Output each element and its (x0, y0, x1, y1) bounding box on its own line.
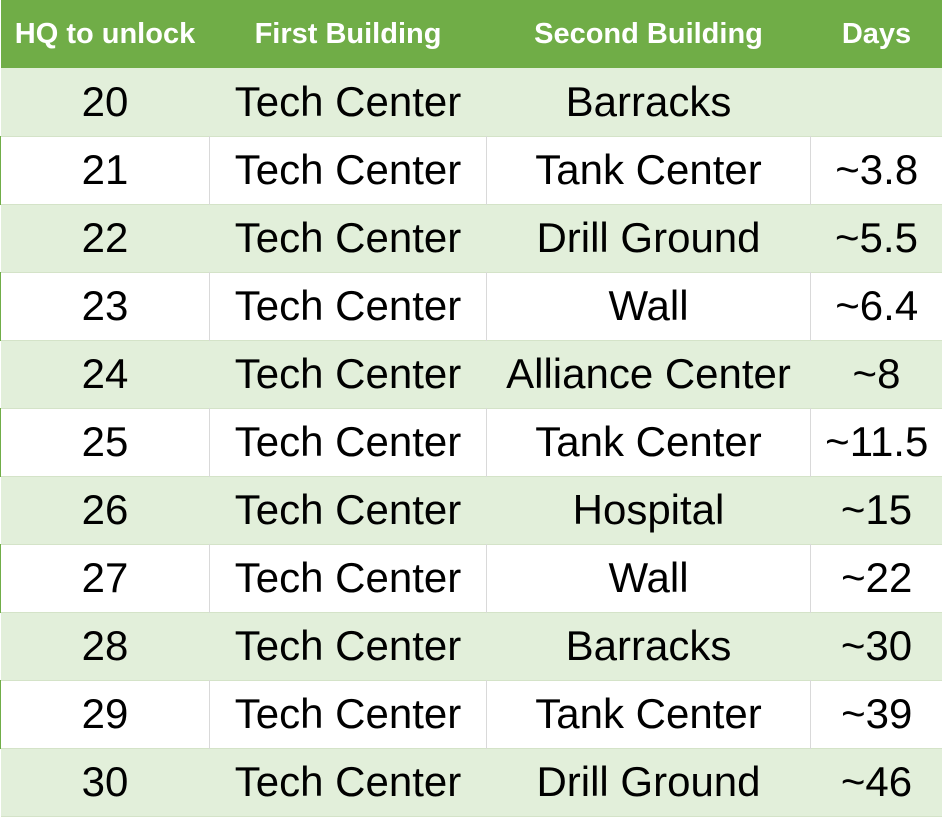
cell-second-building: Tank Center (486, 680, 811, 748)
table-row: 29 Tech Center Tank Center ~39 (0, 680, 942, 748)
cell-first-building: Tech Center (234, 758, 462, 805)
cell-second-building: Drill Ground (536, 214, 761, 261)
cell-first-building: Tech Center (234, 214, 462, 261)
cell-hq: 25 (0, 408, 210, 476)
cell-second-building: Tank Center (486, 408, 811, 476)
header-days: Days (841, 17, 912, 50)
cell-days: ~8 (852, 350, 901, 397)
cell-days: ~30 (840, 622, 913, 669)
cell-second-building: Wall (486, 544, 811, 612)
table-row: 22 Tech Center Drill Ground ~5.5 (0, 204, 942, 272)
cell-hq: 24 (81, 350, 129, 397)
table-row: 28 Tech Center Barracks ~30 (0, 612, 942, 680)
cell-hq: 28 (81, 622, 129, 669)
cell-hq: 26 (81, 486, 129, 533)
header-row: HQ to unlock First Building Second Build… (0, 0, 942, 68)
cell-days: ~15 (840, 486, 913, 533)
cell-second-building: Wall (486, 272, 811, 340)
cell-second-building: Barracks (565, 77, 732, 125)
cell-hq: 29 (0, 680, 210, 748)
cell-hq: 23 (0, 272, 210, 340)
cell-hq: 21 (0, 136, 210, 204)
table-row: 27 Tech Center Wall ~22 (0, 544, 942, 612)
cell-hq: 20 (81, 77, 129, 125)
cell-hq: 27 (0, 544, 210, 612)
cell-first-building: Tech Center (209, 544, 487, 612)
cell-first-building: Tech Center (209, 272, 487, 340)
cell-first-building: Tech Center (209, 680, 487, 748)
cell-second-building: Hospital (572, 486, 725, 533)
cell-days (811, 68, 942, 136)
cell-days: ~6.4 (810, 272, 942, 340)
cell-first-building: Tech Center (234, 350, 462, 397)
table-row: 26 Tech Center Hospital ~15 (0, 476, 942, 544)
cell-days: ~11.5 (810, 408, 942, 476)
table-row: 24 Tech Center Alliance Center ~8 (0, 340, 942, 408)
cell-days: ~39 (810, 680, 942, 748)
cell-first-building: Tech Center (209, 136, 487, 204)
cell-days: ~5.5 (835, 214, 918, 261)
cell-second-building: Drill Ground (536, 758, 761, 805)
cell-first-building: Tech Center (234, 486, 462, 533)
header-first-building: First Building (254, 17, 442, 50)
header-second-building: Second Building (534, 17, 763, 50)
table-row: 21 Tech Center Tank Center ~3.8 (0, 136, 942, 204)
cell-first-building: Tech Center (234, 77, 462, 125)
cell-hq: 30 (81, 758, 129, 805)
table-row: 20 Tech Center Barracks (0, 68, 942, 136)
cell-days: ~3.8 (810, 136, 942, 204)
table-row: 25 Tech Center Tank Center ~11.5 (0, 408, 942, 476)
header-hq: HQ to unlock (14, 17, 196, 50)
cell-hq: 22 (81, 214, 129, 261)
table-row: 30 Tech Center Drill Ground ~46 (0, 748, 942, 816)
cell-second-building: Barracks (565, 622, 732, 669)
table-row: 23 Tech Center Wall ~6.4 (0, 272, 942, 340)
cell-first-building: Tech Center (234, 622, 462, 669)
cell-first-building: Tech Center (209, 408, 487, 476)
cell-second-building: Tank Center (486, 136, 811, 204)
cell-days: ~22 (810, 544, 942, 612)
cell-days: ~46 (840, 758, 913, 805)
cell-second-building: Alliance Center (506, 350, 791, 397)
